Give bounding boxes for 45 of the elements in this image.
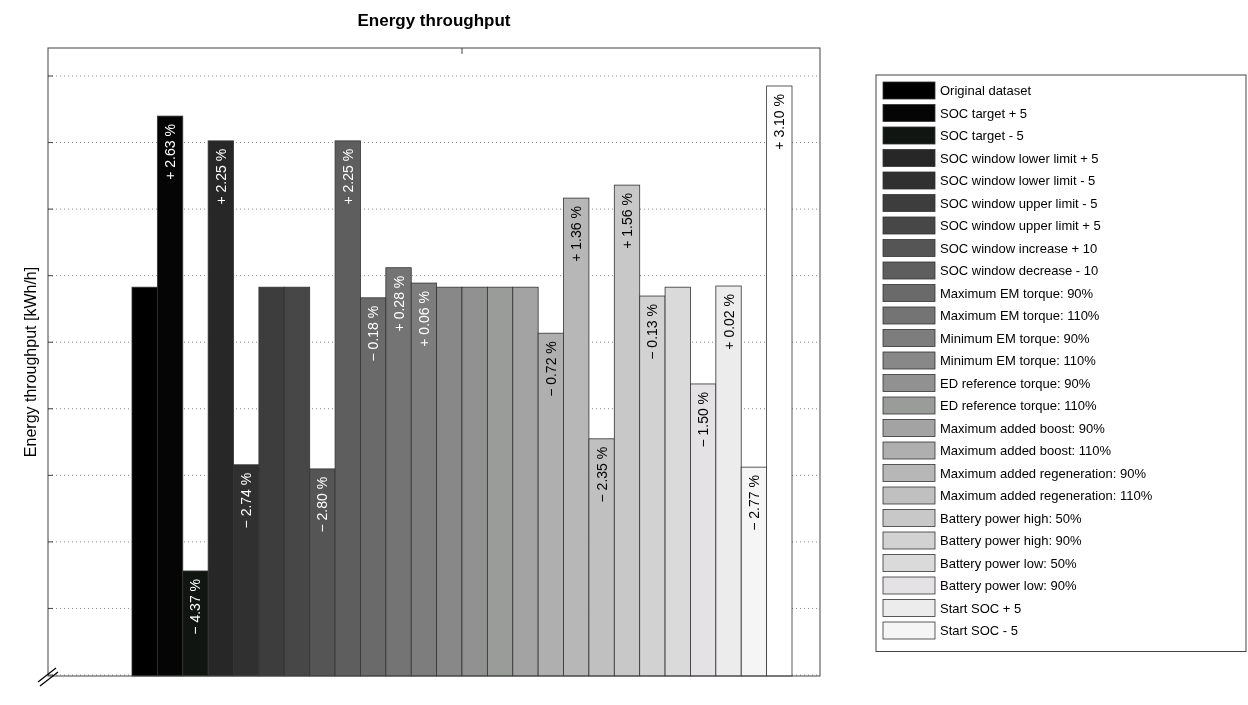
chart-title: Energy throughput [357,11,511,30]
legend-label: Battery power high: 50% [940,510,1083,526]
annotation: − 0.72 % [542,341,559,397]
legend-label: ED reference torque: 110% [940,398,1098,413]
legend-label: Start SOC + 5 [940,600,1022,616]
annotation: + 0.28 % [390,275,407,332]
annotation: + 0.06 % [415,291,432,347]
legend-label: Minimum EM torque: 90% [940,330,1090,346]
annotation: + 2.25 % [212,148,229,205]
legend-label: SOC target + 5 [940,105,1028,121]
annotation: − 2.80 % [314,476,331,533]
annotation: − 2.77 % [745,475,762,531]
legend-label: Maximum added boost: 90% [940,420,1106,436]
annotation: + 0.02 % [720,294,737,350]
legend-label: SOC window increase + 10 [940,240,1098,256]
legend-label: ED reference torque: 90% [940,375,1091,391]
annotation: − 0.13 % [644,304,661,360]
annotation: − 0.18 % [365,305,382,362]
legend-label: Start SOC - 5 [940,623,1019,638]
legend-label: Maximum EM torque: 90% [940,285,1094,301]
annotation: + 2.63 % [162,124,179,180]
legend-label: Battery power low: 50% [940,555,1077,571]
annotation: − 1.50 % [695,391,712,448]
legend-label: Maximum added regeneration: 110% [940,488,1153,503]
annotation: + 3.10 % [771,94,788,150]
legend-label: SOC window lower limit + 5 [940,150,1099,166]
annotation: − 2.35 % [593,446,610,503]
legend-label: SOC target - 5 [940,128,1024,143]
annotation: + 1.56 % [619,193,635,249]
annotation: − 2.74 % [238,472,255,529]
legend-label: Minimum EM torque: 110% [940,353,1097,368]
legend-label: Maximum added boost: 110% [940,443,1112,458]
legend-label: Battery power low: 90% [940,578,1077,593]
annotation: + 2.25 % [339,148,356,205]
legend-label: SOC window lower limit - 5 [940,173,1096,188]
legend-label: Maximum added regeneration: 90% [940,465,1147,481]
annotation: − 4.37 % [187,578,204,635]
legend-label: Battery power high: 90% [940,533,1083,548]
legend-label: SOC window upper limit - 5 [940,195,1098,211]
legend-label: SOC window decrease - 10 [940,263,1099,278]
annotation: + 1.36 % [568,206,585,262]
legend-label: Original dataset [940,83,1032,98]
y-axis-title: Energy throughput [kWh/h] [22,266,39,458]
legend-label: Maximum EM torque: 110% [940,308,1100,323]
legend-label: SOC window upper limit + 5 [940,218,1101,233]
